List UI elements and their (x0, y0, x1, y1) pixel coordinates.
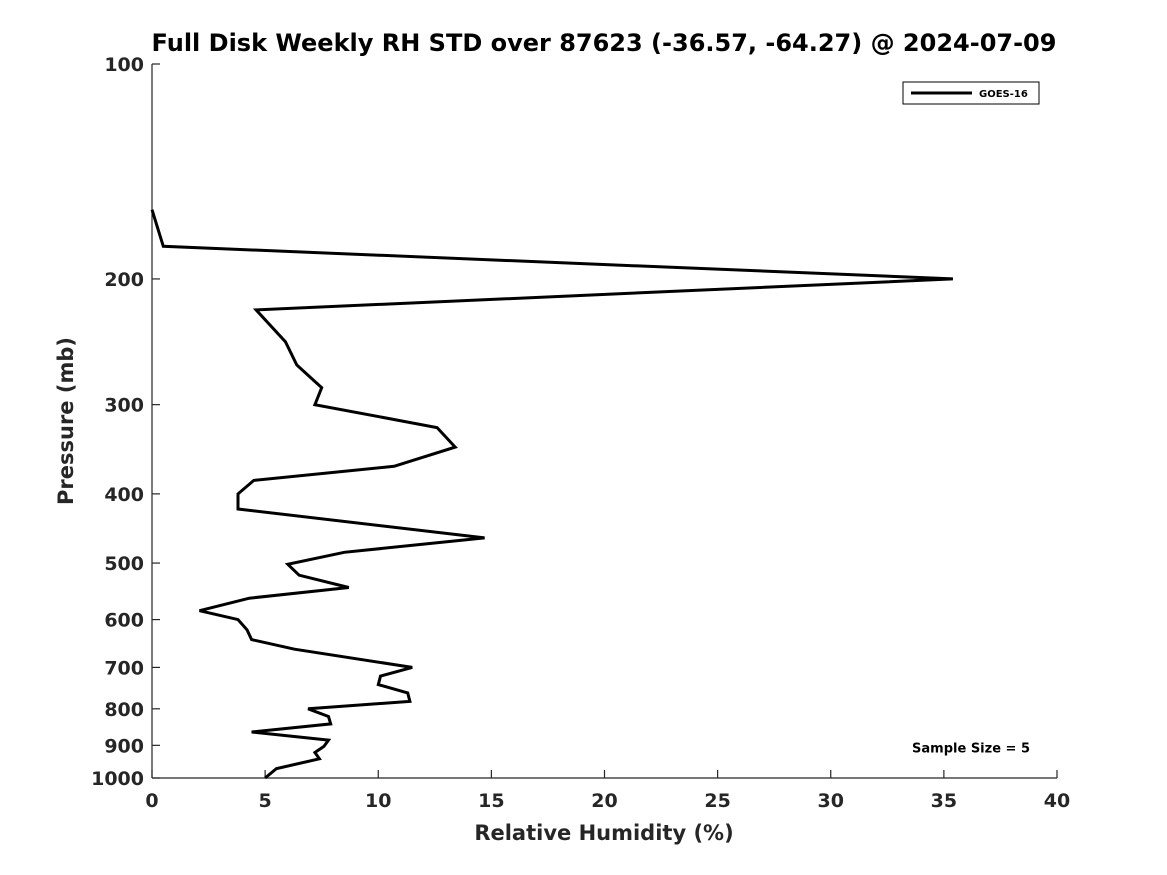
x-tick-label-30: 30 (818, 790, 844, 812)
y-axis-ticks: 100 200 300 400 500 600 700 800 900 1000 (91, 54, 160, 790)
x-tick-label-35: 35 (931, 790, 957, 812)
y-tick-label-1000: 1000 (91, 768, 144, 790)
x-tick-label-20: 20 (591, 790, 617, 812)
y-tick-label-300: 300 (104, 395, 144, 417)
x-axis-ticks: 0 5 10 15 20 25 30 35 40 (145, 770, 1070, 812)
series-layer (150, 209, 953, 780)
y-tick-label-900: 900 (104, 735, 144, 757)
x-tick-label-0: 0 (145, 790, 158, 812)
y-tick-label-500: 500 (104, 553, 144, 575)
y-tick-label-800: 800 (104, 699, 144, 721)
y-tick-label-700: 700 (104, 657, 144, 679)
y-tick-label-600: 600 (104, 610, 144, 632)
y-tick-label-100: 100 (104, 54, 144, 76)
legend: GOES-16 (902, 81, 1040, 105)
x-axis-label: Relative Humidity (%) (474, 821, 733, 845)
x-tick-label-15: 15 (478, 790, 504, 812)
y-tick-label-200: 200 (104, 269, 144, 291)
x-tick-label-25: 25 (704, 790, 730, 812)
x-tick-label-10: 10 (365, 790, 391, 812)
x-tick-label-40: 40 (1044, 790, 1070, 812)
y-tick-label-400: 400 (104, 484, 144, 506)
sample-size-annotation: Sample Size = 5 (912, 741, 1030, 756)
chart-title: Full Disk Weekly RH STD over 87623 (-36.… (152, 29, 1057, 57)
legend-label-goes-16: GOES-16 (979, 89, 1028, 100)
x-tick-label-5: 5 (259, 790, 272, 812)
series-line-goes-16 (150, 209, 953, 780)
y-axis-label: Pressure (mb) (54, 337, 78, 505)
